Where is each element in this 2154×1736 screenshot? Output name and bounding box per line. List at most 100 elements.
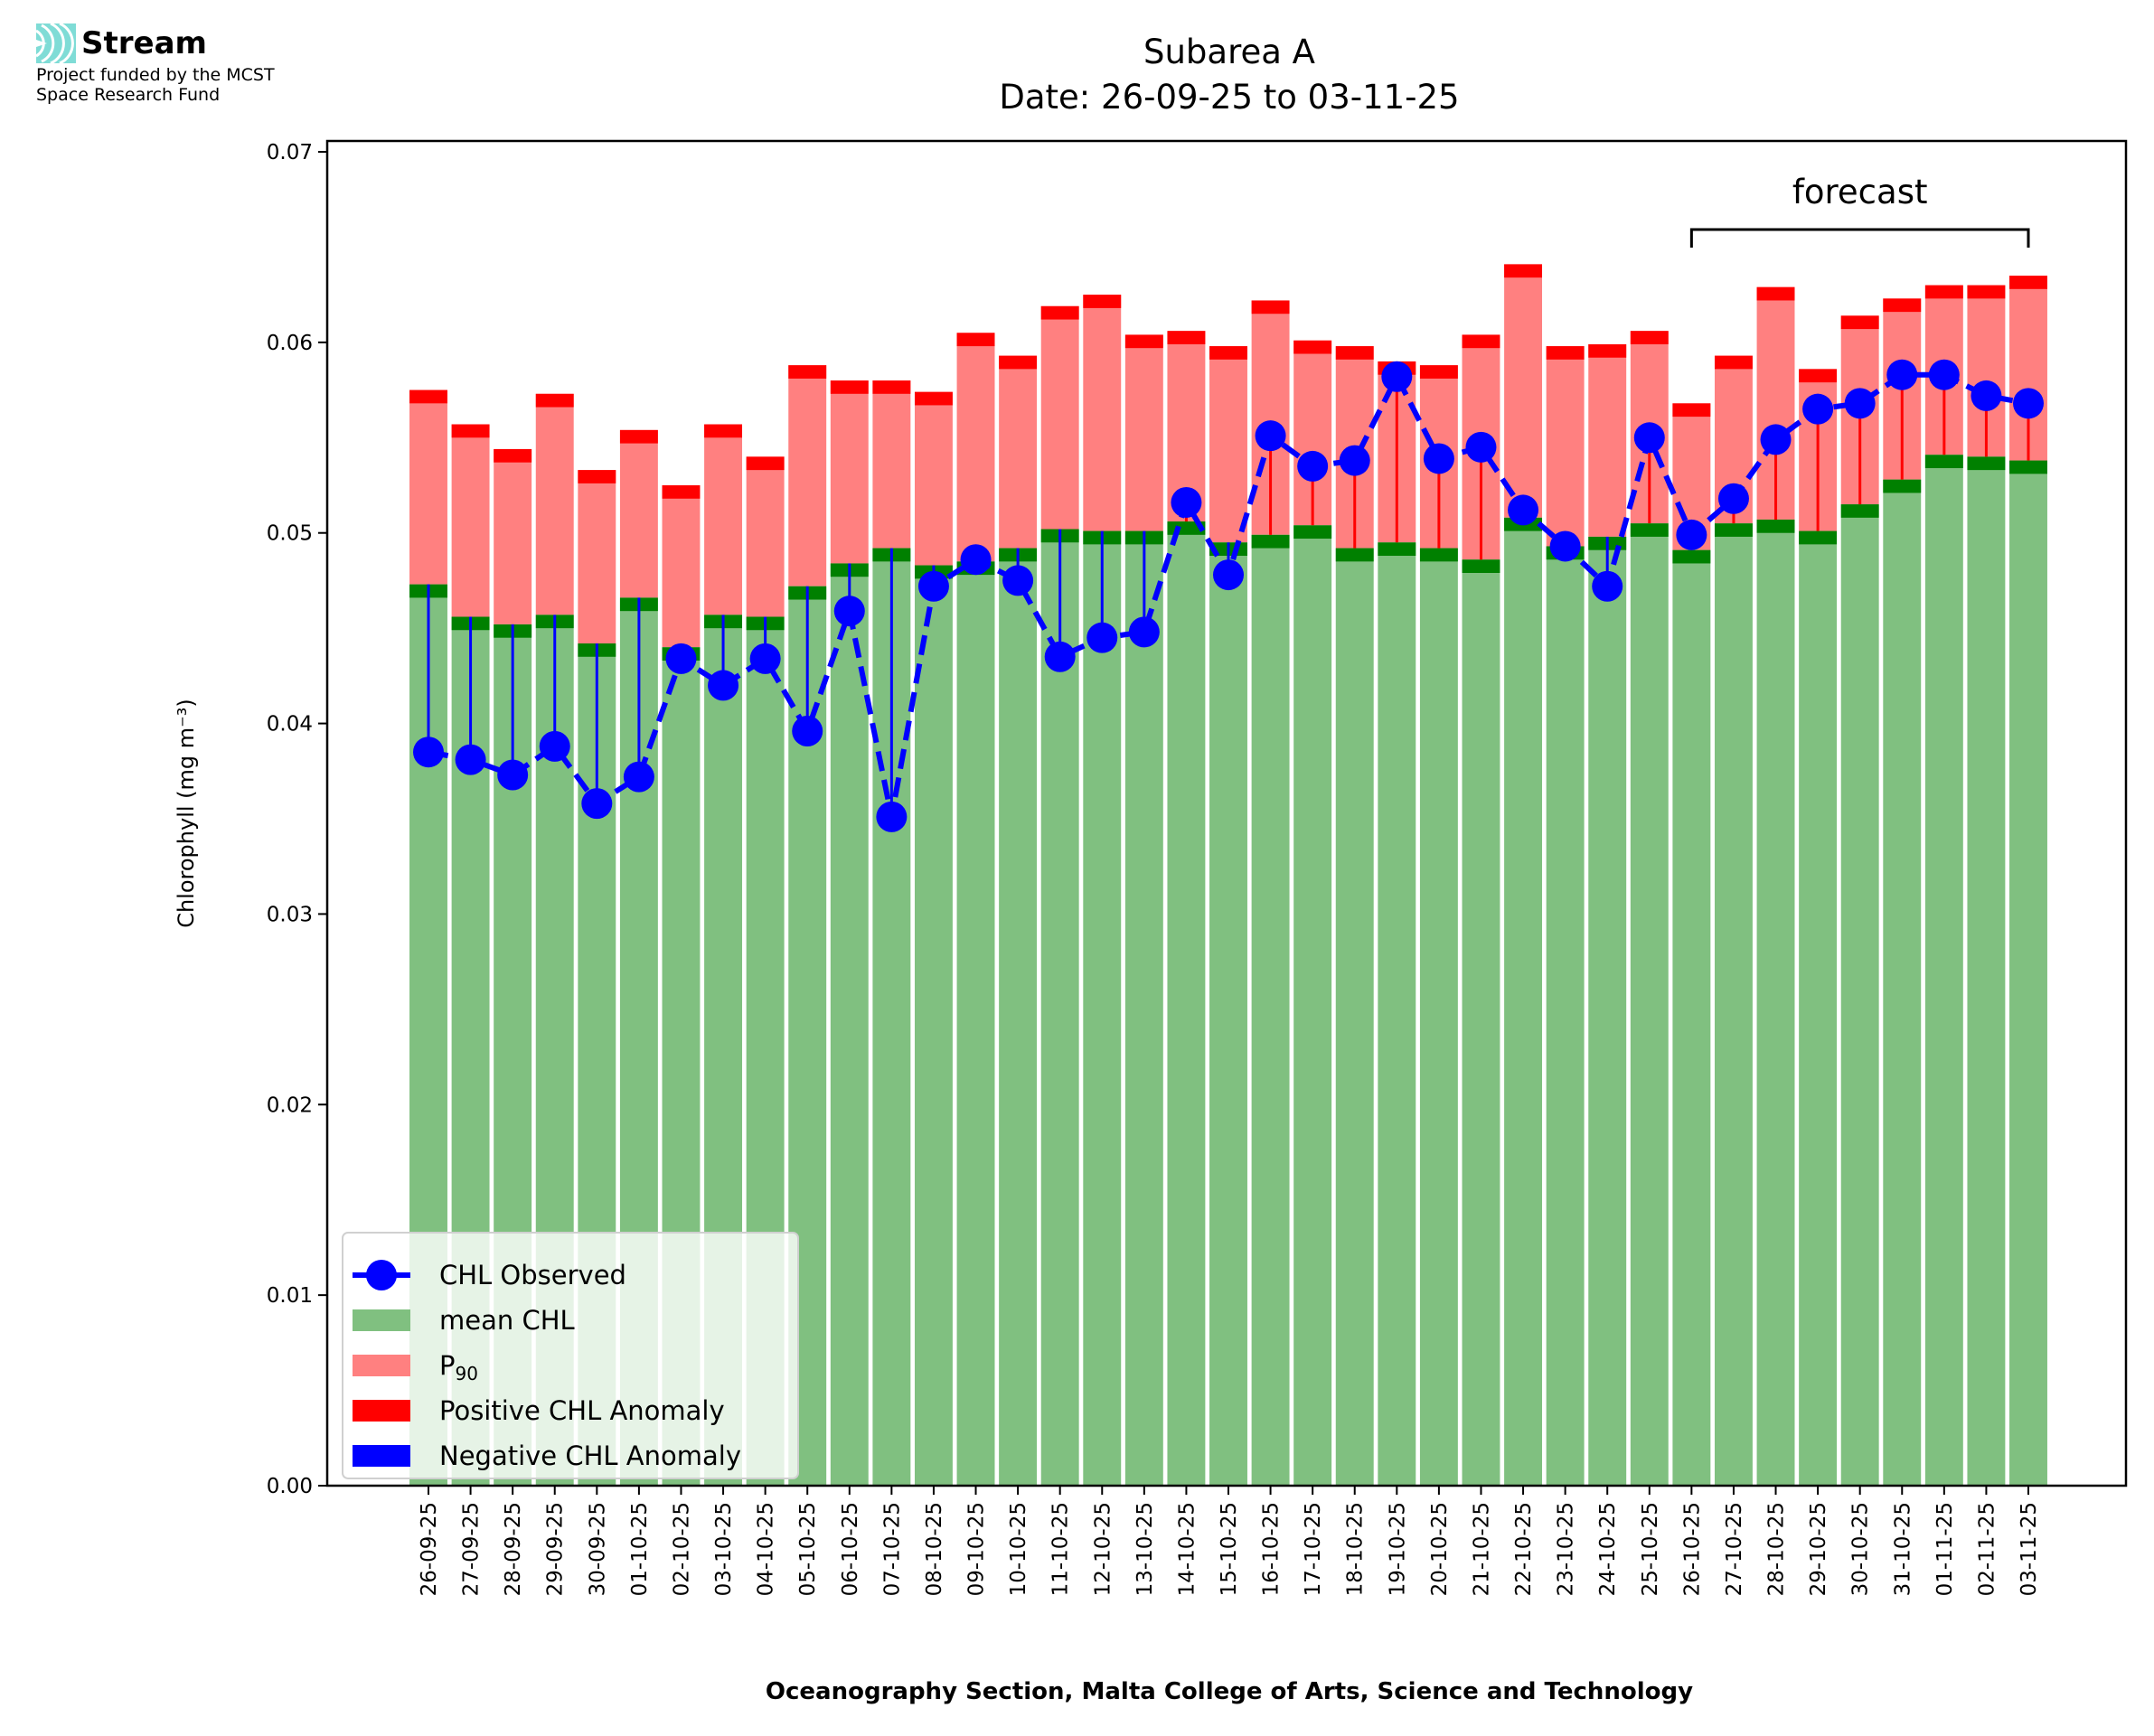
mean-bar [1883, 479, 1922, 1486]
x-tick-label: 25-10-25 [1639, 1502, 1662, 1596]
observed-point [2013, 388, 2044, 419]
p90-threshold-band [1840, 315, 1879, 330]
p90-bar [1588, 343, 1627, 537]
observed-point [1465, 431, 1497, 463]
p90-threshold-band [872, 380, 911, 394]
observed-point [960, 544, 992, 576]
mean-bar [872, 548, 911, 1486]
p90-threshold-band [830, 380, 869, 394]
p90-threshold-band [619, 429, 658, 444]
x-tick-label: 18-10-25 [1344, 1502, 1368, 1596]
legend-swatch-icon [353, 1400, 410, 1422]
mean-edge-band [1924, 455, 1963, 469]
mean-edge-band [578, 643, 616, 657]
x-tick-label: 23-10-25 [1555, 1502, 1578, 1596]
mean-bar [2009, 460, 2047, 1486]
p90-bar [1209, 346, 1247, 543]
p90-bar [1924, 285, 1963, 455]
mean-bar [914, 565, 953, 1486]
x-tick-label: 13-10-25 [1133, 1502, 1157, 1596]
mean-edge-band [830, 563, 869, 577]
p90-threshold-band [1588, 343, 1627, 358]
x-tick-label: 30-09-25 [586, 1502, 609, 1596]
observed-point [917, 570, 949, 602]
mean-bar [1251, 534, 1290, 1486]
mean-bar [451, 616, 490, 1486]
p90-threshold-band [1672, 403, 1711, 418]
legend-label: CHL Observed [439, 1260, 626, 1290]
p90-bar [662, 485, 701, 648]
mean-edge-band [451, 616, 490, 631]
mean-bar [1799, 530, 1838, 1486]
mean-edge-band [704, 615, 743, 629]
p90-bar [2009, 276, 2047, 461]
x-tick-label: 29-10-25 [1807, 1502, 1830, 1596]
mean-bar [1924, 455, 1963, 1487]
mean-bar [1419, 548, 1458, 1486]
observed-point [539, 730, 570, 762]
mean-bar [1714, 523, 1753, 1487]
mean-edge-band [619, 597, 658, 612]
x-axis-label: Oceanography Section, Malta College of A… [766, 1678, 1693, 1705]
legend-label: P90 [439, 1350, 478, 1384]
legend-swatch-icon [353, 1309, 410, 1331]
p90-threshold-band [409, 389, 447, 404]
observed-point [1339, 445, 1370, 476]
p90-threshold-band [1293, 340, 1332, 354]
p90-threshold-band [1462, 334, 1500, 349]
p90-threshold-band [704, 424, 743, 438]
p90-bar [1124, 334, 1163, 531]
p90-threshold-band [1630, 331, 1669, 344]
logo-line2: Space Research Fund [36, 85, 221, 105]
mean-edge-band [1546, 546, 1585, 560]
mean-bar [1462, 559, 1500, 1486]
legend-swatch-icon [353, 1445, 410, 1467]
logo-line1: Project funded by the MCST [36, 65, 275, 85]
observed-point [1886, 359, 1918, 390]
mean-edge-band [1251, 534, 1290, 549]
p90-bar [1672, 403, 1711, 550]
p90-threshold-band [535, 393, 574, 408]
mean-bar [1083, 530, 1122, 1486]
p90-threshold-band [1504, 264, 1543, 278]
mean-edge-band [1293, 525, 1332, 540]
p90-bar [999, 355, 1038, 549]
p90-threshold-band [746, 456, 785, 471]
mean-bar [1167, 521, 1206, 1486]
observed-point [1508, 494, 1539, 526]
mean-bar [1335, 548, 1374, 1486]
legend-observed-marker-icon [366, 1260, 397, 1290]
x-tick-label: 27-09-25 [460, 1502, 484, 1596]
p90-bar [1967, 285, 2006, 457]
mean-bar [999, 548, 1038, 1486]
x-tick-label: 20-10-25 [1428, 1502, 1452, 1596]
p90-bar [1883, 298, 1922, 480]
y-tick-label: 0.07 [267, 141, 313, 164]
p90-threshold-band [956, 333, 995, 347]
p90-threshold-band [1924, 285, 1963, 299]
p90-bar [1251, 300, 1290, 535]
p90-bar [1504, 264, 1543, 518]
mean-edge-band [409, 584, 447, 598]
p90-threshold-band [1040, 305, 1079, 320]
chart-subtitle: Date: 26-09-25 to 03-11-25 [999, 78, 1459, 117]
p90-bar [1799, 369, 1838, 531]
mean-edge-band [1419, 548, 1458, 562]
x-tick-label: 19-10-25 [1386, 1502, 1409, 1596]
legend: CHL Observed mean CHL P90 Positive CHL Anom… [342, 1232, 799, 1479]
x-tick-label: 05-10-25 [796, 1502, 820, 1596]
mean-bar [1378, 542, 1416, 1487]
mean-edge-band [1630, 523, 1669, 537]
p90-threshold-band [451, 424, 490, 438]
p90-bar [1756, 286, 1795, 520]
x-tick-label: 03-10-25 [712, 1502, 736, 1596]
p90-threshold-band [662, 485, 701, 499]
mean-bar [494, 624, 532, 1486]
p90-threshold-band [1419, 365, 1458, 379]
mean-edge-band [1672, 549, 1711, 564]
observed-point [413, 737, 444, 768]
x-tick-label: 02-11-25 [1975, 1502, 1999, 1596]
mean-edge-band [788, 586, 827, 600]
observed-point [1676, 519, 1707, 550]
